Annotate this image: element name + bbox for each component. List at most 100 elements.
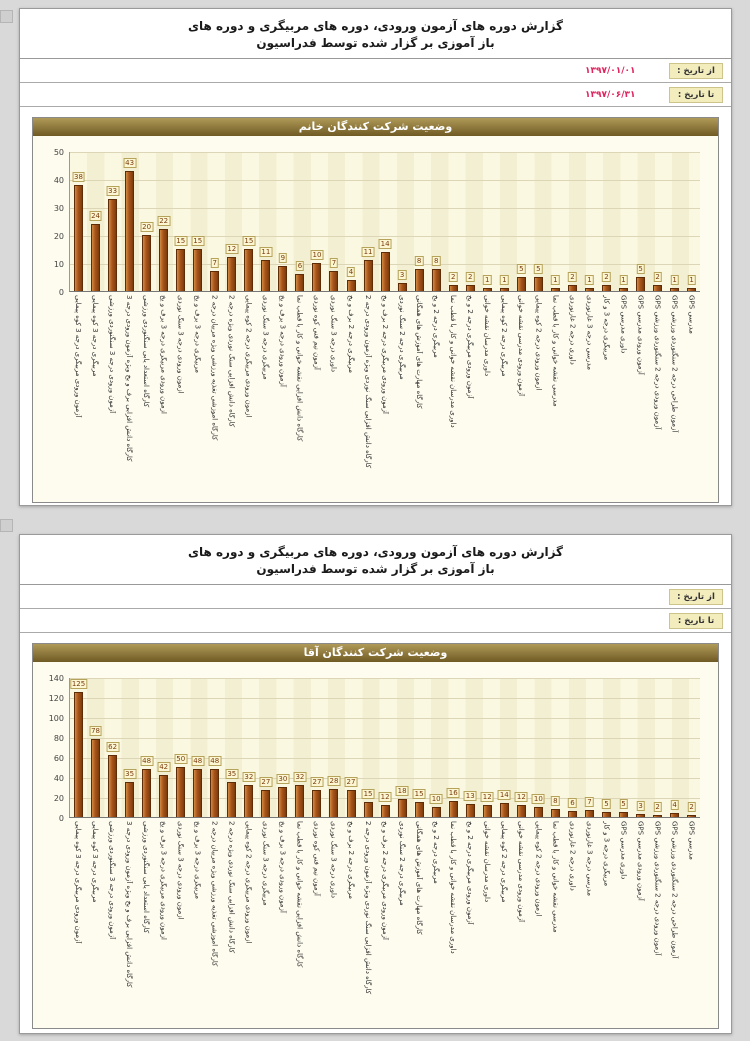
category-label: مربیگری درجه 2 سنگ نوردی xyxy=(397,295,406,380)
category-label: آزمون ورودی مربیگری درجه 2 و یخ xyxy=(466,295,475,399)
bar-value-label: 2 xyxy=(466,272,475,283)
category-label: داوری درجه 2 غارنوردی xyxy=(568,295,577,365)
bar xyxy=(363,260,373,291)
bar-slot: 28 xyxy=(325,776,342,817)
category-label: مربیگری درجه 3 برف و یخ xyxy=(193,821,202,899)
category-label: GPS آزمون طراحی درجه 2 سنگنوردی ورزشی xyxy=(670,821,679,959)
plot-wrap: 0 10 20 30 40 50 38 24 33 43 20 22 15 15 7 12 15 11 9 6 10 7… xyxy=(54,148,700,297)
bar-slot: 11 xyxy=(257,247,274,291)
bar-value-label: 12 xyxy=(480,792,494,802)
bar-slot: 10 xyxy=(530,794,547,817)
bar-slot: 48 xyxy=(189,756,206,817)
bar xyxy=(261,260,271,291)
bar xyxy=(550,288,560,291)
category-label: آزمون ورودی درجه 3 سنگنوردی ورزشی xyxy=(108,821,117,940)
plot-area: 38 24 33 43 20 22 15 15 7 12 15 11 9 6 10 7 4 11 14 3 8 8 2 2 1 1… xyxy=(69,152,700,292)
bar-value-label: 6 xyxy=(295,261,305,272)
category-label: مدرسی درجه 3 غارنوردی xyxy=(585,295,594,370)
y-axis: 0 20 40 60 80 100 120 140 xyxy=(41,674,67,823)
category-label: آزمون ورودی مربیگری درجه 3 برف و یخ xyxy=(159,821,168,940)
category-label: کارگاه دانش افزایی سنگ نوردی ویژه آزمون … xyxy=(363,821,372,995)
category-label: آزمون نیم فنی کوه نوردی xyxy=(312,295,321,370)
bar-slot: 14 xyxy=(377,238,394,291)
bar-value-label: 8 xyxy=(551,796,560,806)
category-label: آزمون ورودی مدرسی نقشه خوانی xyxy=(517,821,526,923)
bar-value-label: 6 xyxy=(568,798,577,808)
category-label: کارگاه دانش افزایی برف و یخ ویژه آزمون و… xyxy=(125,821,134,988)
bar-slot: 15 xyxy=(240,236,257,291)
bar xyxy=(210,769,220,817)
category-label: داوری مدرسان نقشه خوانی xyxy=(483,821,492,903)
bar-slot: 12 xyxy=(479,792,496,817)
category-label: مدرسی نقشه خوانی و کار با قطب نما xyxy=(551,821,560,933)
category-label: مربیگری درجه 2 سنگ نوردی xyxy=(397,821,406,906)
bar-value-label: 43 xyxy=(123,157,137,168)
category-label: کارگاه دانش افزایی نقشه خوانی و کار با ق… xyxy=(295,821,304,968)
bar-value-label: 78 xyxy=(89,726,103,736)
bar-slot: 22 xyxy=(155,216,172,291)
bar-slot: 2 xyxy=(683,802,700,817)
bar-chart-women: 0 10 20 30 40 50 38 24 33 43 20 22 15 15 7 12 15 11 9 6 10 7… xyxy=(33,136,718,502)
bar-value-label: 48 xyxy=(191,756,205,766)
bar-slot: 10 xyxy=(308,250,325,291)
gridline xyxy=(70,718,700,719)
bar-value-label: 38 xyxy=(72,171,85,182)
bar-slot: 27 xyxy=(308,777,325,817)
bar-slot: 10 xyxy=(428,794,445,817)
category-label: آزمون ورودی درجه 2 کوه پیمایی xyxy=(534,295,543,391)
bar-slot: 15 xyxy=(189,236,206,291)
bar-slot: 125 xyxy=(69,679,88,817)
bar-slot: 6 xyxy=(291,261,308,291)
bar xyxy=(176,767,186,817)
bar xyxy=(176,249,186,291)
bar xyxy=(108,198,118,291)
bar-slot: 8 xyxy=(547,796,564,817)
bar-slot: 24 xyxy=(87,210,104,291)
bar-value-label: 16 xyxy=(446,788,460,798)
bar xyxy=(431,807,441,817)
bar-value-label: 27 xyxy=(259,777,273,787)
gridline xyxy=(70,152,700,153)
category-label: آزمون ورودی درجه 3 سنگنوردی ورزشی xyxy=(108,295,117,414)
bar xyxy=(465,804,475,817)
bar-value-label: 22 xyxy=(157,216,171,227)
bar-value-label: 2 xyxy=(602,272,611,283)
page-marker xyxy=(0,519,13,532)
category-label: کارگاه دانش افزایی سنگ نوردی ویژه درجه 2 xyxy=(227,295,236,428)
bar-slot: 32 xyxy=(291,772,308,817)
category-label: GPS داوری مدرسی xyxy=(619,295,628,354)
report-title-line2: باز آموزی بر گزار شده توسط فدراسیون xyxy=(256,36,495,50)
chart-panel-women: وضعیت شرکت کنندگان خانم 0 10 20 30 40 50 38 24… xyxy=(32,117,719,503)
bar-value-label: 15 xyxy=(191,236,205,246)
bar xyxy=(278,787,288,817)
category-label: مربیگری درجه 3 و کار xyxy=(602,295,611,361)
bar xyxy=(431,268,441,291)
category-label: داوری درجه 2 غارنوردی xyxy=(568,821,577,891)
y-tick-label: 20 xyxy=(53,794,64,803)
category-label: GPS آزمون ورودی مدرسی xyxy=(636,821,645,901)
bar-value-label: 7 xyxy=(329,258,339,269)
bar-value-label: 9 xyxy=(278,252,288,263)
bar-slot: 7 xyxy=(325,258,342,291)
bar-value-label: 15 xyxy=(242,236,256,246)
bar-value-label: 48 xyxy=(208,756,222,766)
chart-title: وضعیت شرکت کنندگان آقا xyxy=(33,644,718,662)
bar-slot: 3 xyxy=(632,801,649,817)
y-tick-label: 30 xyxy=(53,204,64,213)
category-label: کارگاه مهارت های آموزش های همگانی xyxy=(414,295,423,409)
category-label: آزمون ورودی مربیگری درجه 2 برف و یخ xyxy=(380,821,389,940)
bar-slot: 2 xyxy=(462,272,479,291)
bar-slot: 43 xyxy=(121,157,138,291)
bar xyxy=(499,288,509,291)
category-label: آزمون ورودی درجه 3 سنگ نوردی xyxy=(176,295,185,394)
bar xyxy=(448,285,458,291)
bar-slot: 6 xyxy=(564,798,581,817)
bar xyxy=(227,257,237,291)
bar-value-label: 15 xyxy=(412,789,426,799)
category-label: مربیگری درجه 3 کوه پیمایی xyxy=(91,821,100,903)
bar xyxy=(550,809,560,817)
bar-value-label: 12 xyxy=(514,792,528,802)
category-label: مربیگری درجه 2 و یخ xyxy=(432,821,440,884)
bar-value-label: 15 xyxy=(361,789,375,799)
